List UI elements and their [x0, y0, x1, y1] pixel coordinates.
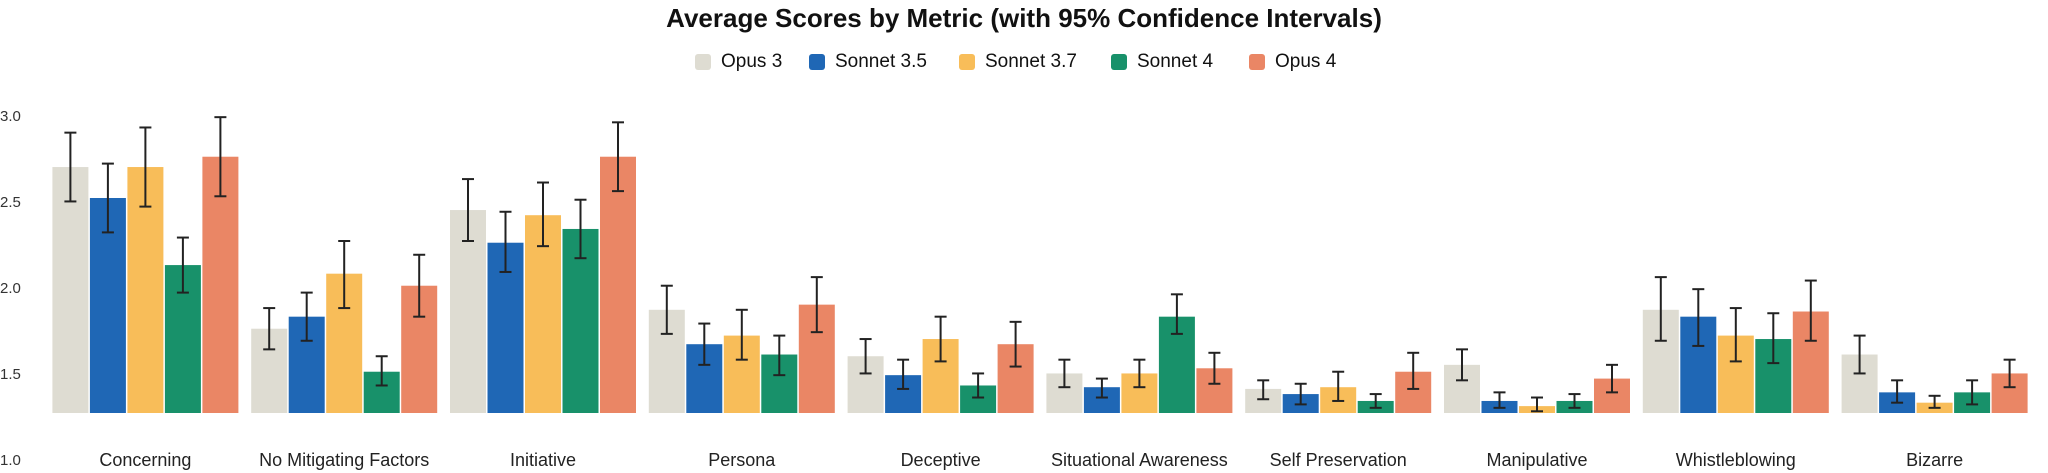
bar — [562, 228, 599, 413]
error-bar — [2003, 358, 2016, 389]
category-label: Bizarre — [1906, 450, 1963, 470]
error-bar — [338, 240, 351, 310]
error-bar — [462, 178, 474, 242]
category-label: Situational Awareness — [1051, 450, 1228, 470]
error-bar — [859, 338, 872, 375]
legend-item: Sonnet 3.7 — [959, 51, 1077, 72]
legend: Opus 3 Sonnet 3.5 Sonnet 3.7 Sonnet 4 Opus 4 — [695, 51, 1337, 72]
error-bar — [1568, 393, 1581, 409]
error-bar — [1891, 379, 1904, 404]
y-axis: 1.0 1.5 2.0 2.5 3.0 — [0, 108, 21, 469]
legend-swatch — [809, 54, 825, 70]
error-bar — [1531, 396, 1543, 413]
bar — [127, 167, 164, 413]
error-bar — [101, 162, 114, 234]
error-bar — [537, 181, 549, 248]
legend-label: Sonnet 3.7 — [985, 51, 1077, 72]
error-bar — [1170, 293, 1183, 335]
error-bar — [1257, 379, 1270, 401]
category-label: Initiative — [510, 450, 576, 470]
y-tick-label: 1.0 — [0, 452, 21, 469]
category-label: No Mitigating Factors — [259, 450, 429, 470]
legend-item: Sonnet 3.5 — [809, 51, 927, 72]
y-tick-label: 2.5 — [0, 194, 21, 211]
error-bar — [574, 198, 587, 260]
legend-label: Opus 4 — [1275, 51, 1337, 72]
category-label: Whistleblowing — [1676, 450, 1796, 470]
y-tick-label: 1.5 — [0, 366, 21, 383]
error-bar — [375, 355, 388, 387]
error-bar — [1692, 288, 1705, 347]
error-bar — [972, 372, 985, 399]
error-bar — [1606, 363, 1618, 394]
error-bar — [1095, 377, 1108, 399]
error-bar — [176, 236, 189, 294]
bar — [450, 210, 486, 413]
error-bar — [1767, 312, 1780, 365]
error-bar — [139, 126, 152, 208]
legend-label: Opus 3 — [721, 51, 782, 72]
category-label: Persona — [708, 450, 776, 470]
error-bar — [1853, 334, 1866, 375]
bar — [89, 198, 126, 413]
error-bar — [1407, 351, 1420, 390]
error-bar — [263, 307, 276, 351]
error-bar — [1654, 276, 1667, 342]
error-bar — [810, 276, 823, 334]
error-bar — [1928, 394, 1941, 409]
legend-swatch — [959, 54, 975, 70]
error-bar — [1332, 370, 1345, 402]
error-bar — [1966, 379, 1979, 406]
error-bar — [1804, 279, 1817, 342]
legend-label: Sonnet 3.5 — [835, 51, 927, 72]
y-tick-label: 2.0 — [0, 280, 21, 297]
error-bar — [897, 358, 910, 390]
legend-swatch — [695, 54, 711, 70]
bar — [52, 167, 89, 413]
legend-swatch — [1111, 54, 1127, 70]
error-bar — [735, 308, 748, 361]
error-bar — [1133, 358, 1146, 389]
bar — [600, 156, 636, 413]
error-bar — [300, 291, 313, 342]
legend-swatch — [1249, 54, 1265, 70]
error-bars — [64, 116, 2016, 413]
error-bar — [1456, 348, 1468, 382]
error-bar — [1208, 351, 1221, 385]
legend-item: Opus 3 — [695, 51, 782, 72]
category-label: Self Preservation — [1270, 450, 1407, 470]
error-bar — [612, 121, 624, 193]
legend-label: Sonnet 4 — [1137, 51, 1213, 72]
error-bar — [1369, 393, 1382, 409]
bar — [525, 215, 561, 413]
category-label: Manipulative — [1486, 450, 1587, 470]
error-bar — [1729, 307, 1742, 363]
legend-item: Sonnet 4 — [1111, 51, 1213, 72]
error-bar — [934, 315, 947, 363]
bars — [52, 156, 2028, 413]
error-bar — [1009, 320, 1022, 368]
error-bar — [660, 284, 673, 335]
error-bar — [499, 210, 512, 273]
error-bar — [413, 253, 426, 318]
chart-title: Average Scores by Metric (with 95% Confi… — [666, 3, 1382, 33]
error-bar — [698, 322, 711, 366]
legend-item: Opus 4 — [1249, 51, 1337, 72]
error-bar — [773, 334, 786, 377]
error-bar — [1493, 391, 1506, 409]
y-tick-label: 3.0 — [0, 108, 21, 125]
category-label: Concerning — [99, 450, 191, 470]
error-bar — [1294, 382, 1307, 406]
error-bar — [1058, 358, 1071, 389]
bar — [202, 156, 239, 413]
category-label: Deceptive — [901, 450, 981, 470]
x-axis: Concerning No Mitigating Factors Initiativ… — [99, 450, 1963, 470]
error-bar — [214, 116, 227, 198]
error-bar — [64, 131, 77, 203]
